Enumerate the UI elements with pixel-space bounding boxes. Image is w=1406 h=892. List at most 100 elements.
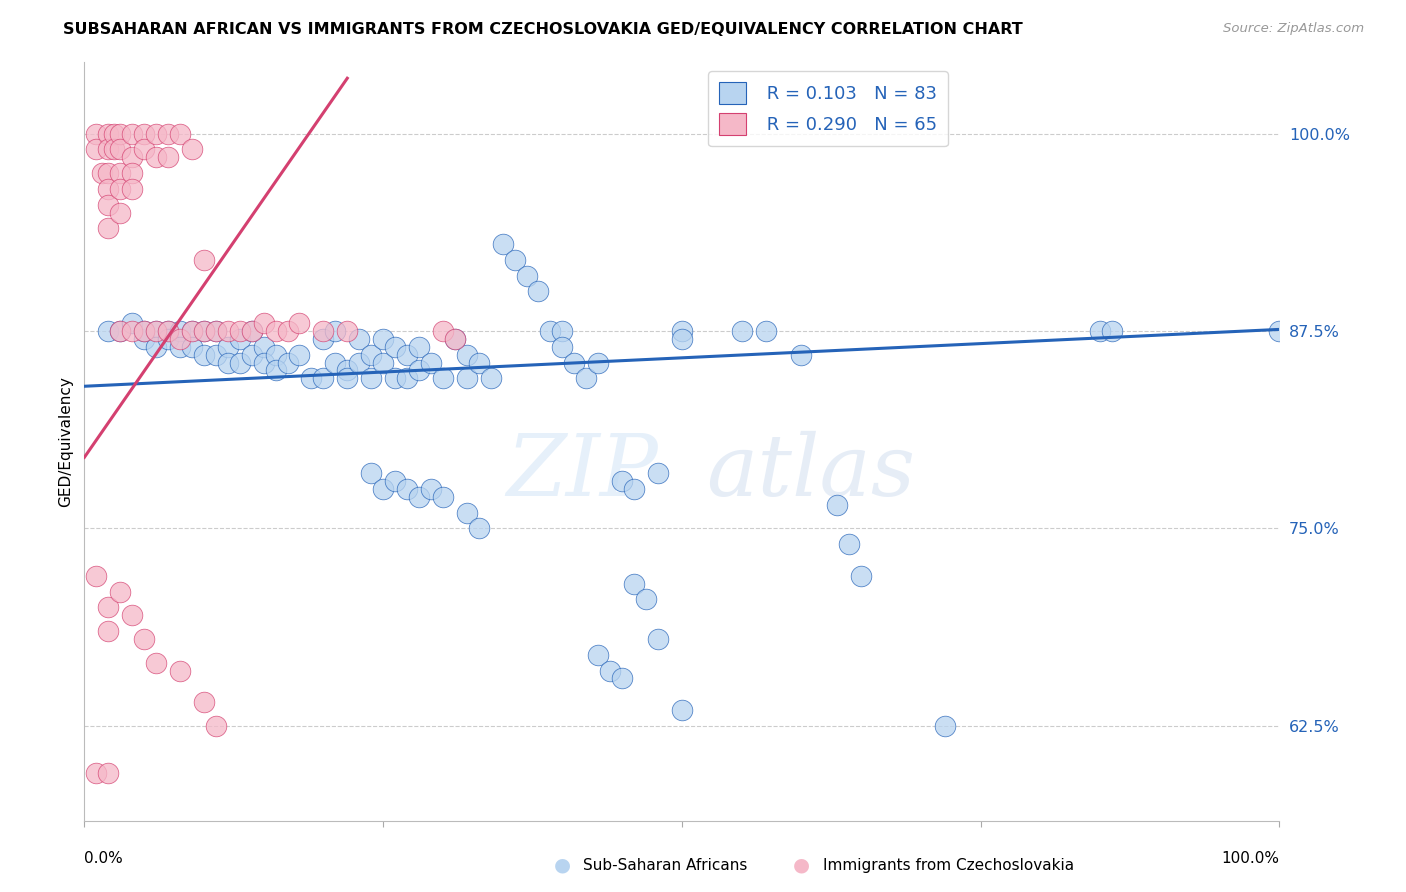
Point [110,166,132,180]
Point [132,127,156,141]
Point [420,355,443,369]
Point [408,363,430,377]
Point [838,537,860,551]
Point [671,332,693,346]
Point [97,766,120,780]
Point [86,766,108,780]
Point [420,482,443,496]
Point [827,498,849,512]
Point [145,324,167,338]
Point [444,332,467,346]
Point [97,324,120,338]
Point [240,324,263,338]
Text: Sub-Saharan Africans: Sub-Saharan Africans [583,858,748,872]
Point [755,324,778,338]
Point [396,348,419,362]
Point [551,340,574,354]
Point [468,521,491,535]
Point [193,252,215,267]
Point [157,324,180,338]
Point [373,355,395,369]
Point [205,719,228,733]
Point [229,332,252,346]
Point [217,355,239,369]
Point [264,324,287,338]
Point [86,127,108,141]
Point [360,348,382,362]
Point [97,624,120,638]
Text: ●: ● [554,855,571,875]
Point [623,576,645,591]
Text: atlas: atlas [706,431,915,513]
Point [264,363,287,377]
Point [181,324,204,338]
Point [312,324,335,338]
Point [229,324,252,338]
Point [516,268,538,283]
Point [157,332,180,346]
Point [277,355,299,369]
Point [181,324,204,338]
Point [217,340,239,354]
Point [527,285,550,299]
Point [86,569,108,583]
Point [157,324,180,338]
Point [349,355,371,369]
Point [934,719,956,733]
Point [851,569,873,583]
Point [612,474,634,488]
Text: SUBSAHARAN AFRICAN VS IMMIGRANTS FROM CZECHOSLOVAKIA GED/EQUIVALENCY CORRELATION: SUBSAHARAN AFRICAN VS IMMIGRANTS FROM CZ… [63,22,1024,37]
Point [432,490,454,504]
Point [588,355,610,369]
Point [456,348,478,362]
Point [205,324,228,338]
Point [121,182,143,196]
Point [132,324,156,338]
Point [456,371,478,385]
Point [169,127,191,141]
Point [205,348,228,362]
Point [181,142,204,156]
Point [97,221,120,235]
Point [229,355,252,369]
Point [336,371,359,385]
Point [540,324,562,338]
Point [432,324,454,338]
Point [97,182,120,196]
Point [181,340,204,354]
Point [103,127,125,141]
Point [396,371,419,385]
Point [384,474,406,488]
Point [336,324,359,338]
Point [264,348,287,362]
Point [277,324,299,338]
Point [444,332,467,346]
Point [110,584,132,599]
Point [97,166,120,180]
Text: Immigrants from Czechoslovakia: Immigrants from Czechoslovakia [823,858,1074,872]
Point [1090,324,1112,338]
Point [575,371,598,385]
Point [253,355,276,369]
Point [647,466,669,480]
Point [157,150,180,164]
Point [336,363,359,377]
Point [588,648,610,662]
Point [671,703,693,717]
Point [599,664,621,678]
Point [384,371,406,385]
Point [145,127,167,141]
Point [132,142,156,156]
Point [479,371,502,385]
Point [790,348,813,362]
Point [193,695,215,709]
Point [456,506,478,520]
Point [97,600,120,615]
Text: ●: ● [793,855,810,875]
Point [86,142,108,156]
Point [145,340,167,354]
Point [145,324,167,338]
Point [97,127,120,141]
Point [373,482,395,496]
Point [121,150,143,164]
